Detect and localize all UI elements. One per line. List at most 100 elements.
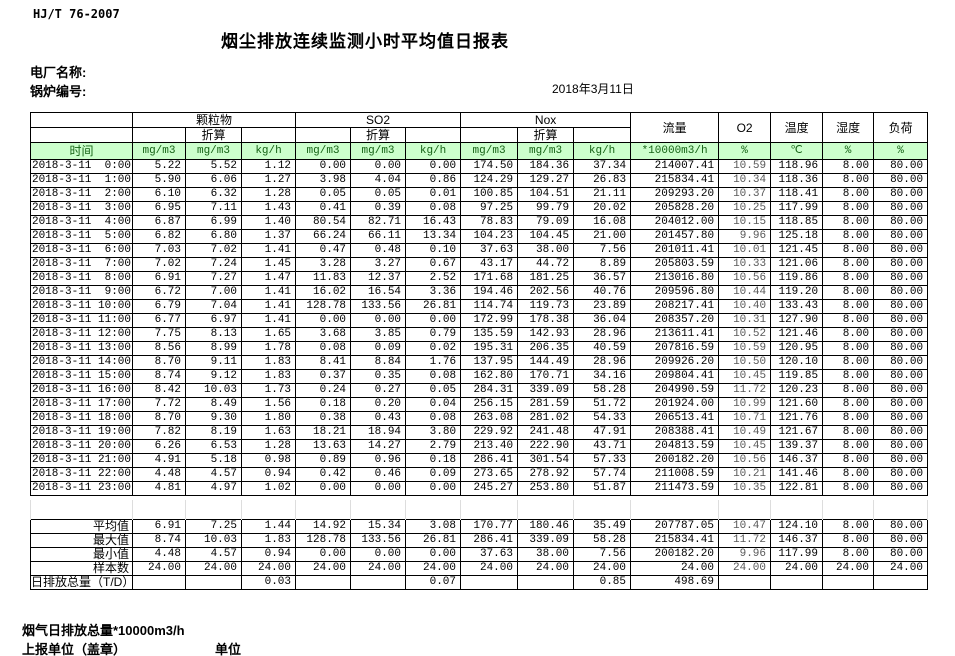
summary-value-cell: 4.57 bbox=[185, 547, 242, 562]
value-cell: 120.10 bbox=[770, 355, 824, 370]
spacer-cell bbox=[350, 500, 406, 520]
time-cell: 2018-3-11 18:00 bbox=[30, 411, 133, 426]
value-cell: 23.89 bbox=[573, 299, 632, 314]
header-subgroup-row: 折算 折算 折算 bbox=[30, 127, 928, 143]
value-cell: 8.89 bbox=[573, 257, 632, 272]
time-cell: 2018-3-11 5:00 bbox=[30, 229, 133, 244]
value-cell: 204990.59 bbox=[630, 383, 720, 398]
summary-value-cell: 24.00 bbox=[822, 561, 874, 576]
value-cell: 172.99 bbox=[460, 313, 519, 328]
standard-code: HJ/T 76-2007 bbox=[33, 7, 120, 21]
value-cell: 7.75 bbox=[132, 327, 186, 342]
time-cell: 2018-3-11 7:00 bbox=[30, 257, 133, 272]
value-cell: 51.87 bbox=[573, 481, 632, 496]
summary-row: 最小值 4.48 4.57 0.94 0.00 0.00 0.00 37.63 38.00 7.5… bbox=[30, 547, 928, 562]
value-cell: 5.18 bbox=[185, 453, 242, 468]
value-cell: 6.91 bbox=[132, 271, 186, 286]
value-cell: 28.96 bbox=[573, 355, 632, 370]
value-cell: 43.71 bbox=[573, 439, 632, 454]
header-empty-cell bbox=[30, 127, 133, 143]
summary-value-cell: 1.83 bbox=[241, 533, 296, 548]
value-cell: 16.02 bbox=[295, 285, 352, 300]
value-cell: 4.57 bbox=[185, 467, 242, 482]
value-cell: 0.08 bbox=[405, 201, 462, 216]
header-empty-cell bbox=[30, 112, 133, 128]
value-cell: 97.25 bbox=[460, 201, 519, 216]
value-cell: 7.04 bbox=[185, 299, 242, 314]
hourly-data-row: 2018-3-11 17:00 7.72 8.49 1.56 0.18 0.20 0.04 2… bbox=[30, 397, 929, 412]
hourly-data-row: 2018-3-11 5:00 6.82 6.80 1.37 66.24 66.11 13.3… bbox=[30, 229, 929, 244]
value-cell: 6.95 bbox=[132, 201, 186, 216]
value-cell: 135.59 bbox=[460, 327, 519, 342]
time-cell: 2018-3-11 23:00 bbox=[30, 481, 133, 496]
value-cell: 256.15 bbox=[460, 397, 519, 412]
value-cell: 80.00 bbox=[873, 187, 929, 202]
value-cell: 0.47 bbox=[295, 243, 352, 258]
value-cell: 1.43 bbox=[240, 201, 297, 216]
value-cell: 80.00 bbox=[873, 355, 929, 370]
value-cell: 10.31 bbox=[718, 313, 772, 328]
value-cell: 0.05 bbox=[295, 187, 352, 202]
hourly-data-row: 2018-3-11 4:00 6.87 6.99 1.40 80.54 82.71 16.4… bbox=[30, 215, 929, 230]
value-cell: 18.21 bbox=[295, 425, 352, 440]
value-cell: 245.27 bbox=[460, 481, 519, 496]
value-cell: 129.27 bbox=[517, 173, 575, 188]
value-cell: 7.72 bbox=[132, 397, 186, 412]
value-cell: 1.56 bbox=[240, 397, 297, 412]
value-cell: 286.41 bbox=[460, 453, 519, 468]
value-cell: 0.96 bbox=[350, 453, 407, 468]
col-o2: O2 bbox=[718, 112, 772, 143]
col-load: 负荷 bbox=[873, 112, 929, 143]
value-cell: 8.56 bbox=[132, 341, 186, 356]
value-cell: 209804.41 bbox=[630, 369, 720, 384]
summary-value-cell bbox=[132, 575, 186, 590]
value-cell: 1.28 bbox=[240, 439, 297, 454]
value-cell: 80.00 bbox=[873, 215, 929, 230]
value-cell: 142.93 bbox=[517, 327, 575, 342]
unit-cell: kg/h bbox=[240, 142, 297, 160]
summary-value-cell: 11.72 bbox=[718, 533, 771, 548]
value-cell: 128.78 bbox=[295, 299, 352, 314]
summary-value-cell: 15.34 bbox=[350, 519, 406, 534]
value-cell: 0.86 bbox=[405, 173, 462, 188]
summary-value-cell: 8.00 bbox=[822, 547, 874, 562]
value-cell: 208357.20 bbox=[630, 313, 720, 328]
value-cell: 144.49 bbox=[517, 355, 575, 370]
value-cell: 0.00 bbox=[405, 313, 462, 328]
value-cell: 6.06 bbox=[185, 173, 242, 188]
value-cell: 195.31 bbox=[460, 341, 519, 356]
value-cell: 1.02 bbox=[240, 481, 297, 496]
value-cell: 10.21 bbox=[718, 467, 772, 482]
value-cell: 36.04 bbox=[573, 313, 632, 328]
summary-value-cell: 24.00 bbox=[295, 561, 351, 576]
value-cell: 8.74 bbox=[132, 369, 186, 384]
value-cell: 80.00 bbox=[873, 299, 929, 314]
value-cell: 2.52 bbox=[405, 271, 462, 286]
unit-cell: *10000m3/h bbox=[630, 142, 720, 160]
value-cell: 14.27 bbox=[350, 439, 407, 454]
value-cell: 121.45 bbox=[770, 243, 824, 258]
unit-cell: % bbox=[822, 142, 875, 160]
value-cell: 137.95 bbox=[460, 355, 519, 370]
summary-value-cell: 0.03 bbox=[241, 575, 296, 590]
value-cell: 0.01 bbox=[405, 187, 462, 202]
value-cell: 1.83 bbox=[240, 369, 297, 384]
summary-value-cell: 24.00 bbox=[517, 561, 574, 576]
value-cell: 100.85 bbox=[460, 187, 519, 202]
converted-label: 折算 bbox=[350, 127, 407, 143]
value-cell: 57.33 bbox=[573, 453, 632, 468]
time-cell: 2018-3-11 8:00 bbox=[30, 271, 133, 286]
summary-value-cell: 0.07 bbox=[405, 575, 461, 590]
value-cell: 7.82 bbox=[132, 425, 186, 440]
value-cell: 205828.20 bbox=[630, 201, 720, 216]
value-cell: 79.09 bbox=[517, 215, 575, 230]
reporting-unit-label: 上报单位（盖章） bbox=[22, 642, 127, 656]
value-cell: 66.24 bbox=[295, 229, 352, 244]
value-cell: 6.32 bbox=[185, 187, 242, 202]
value-cell: 1.63 bbox=[240, 425, 297, 440]
value-cell: 209926.20 bbox=[630, 355, 720, 370]
col-humidity: 湿度 bbox=[822, 112, 875, 143]
value-cell: 37.34 bbox=[573, 159, 632, 174]
value-cell: 1.37 bbox=[240, 229, 297, 244]
